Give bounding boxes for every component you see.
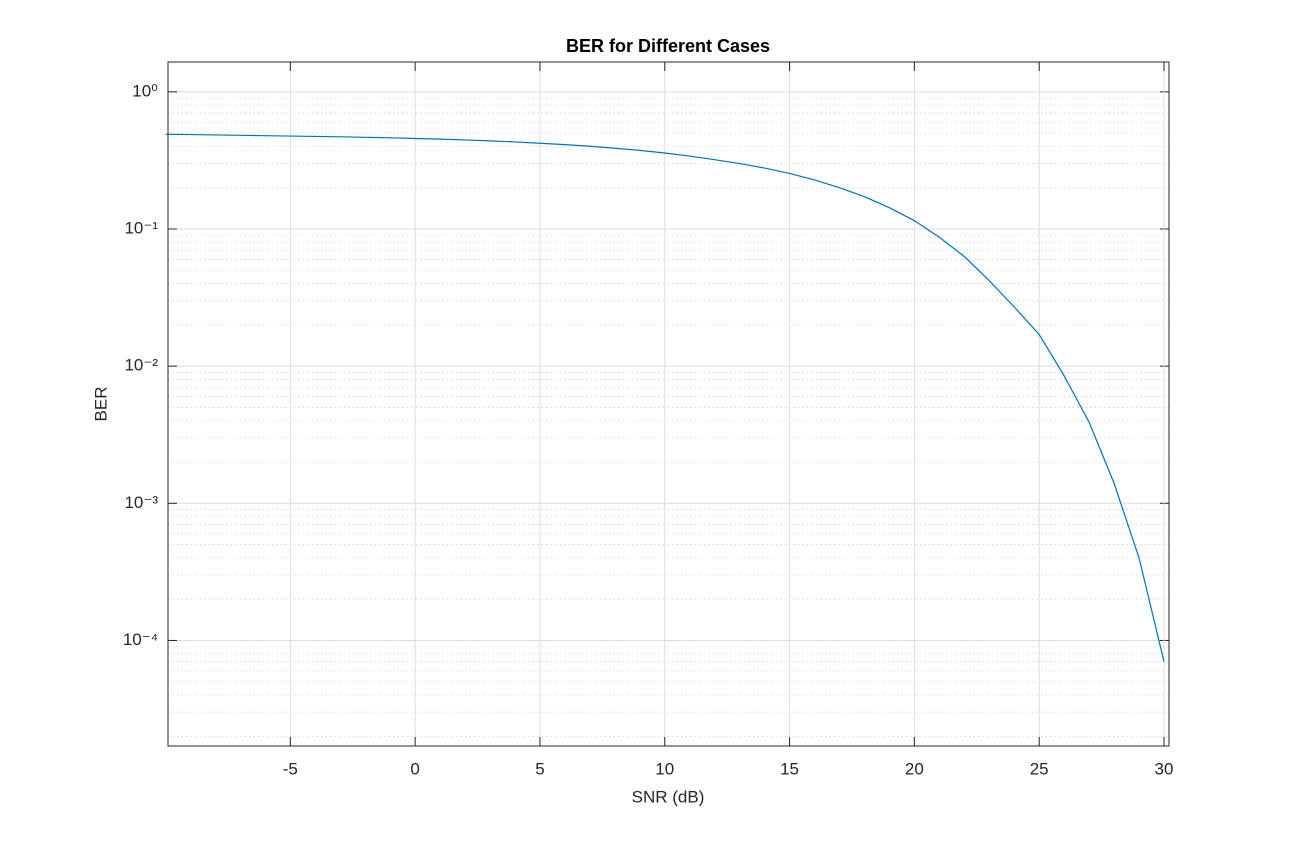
y-tick-label: 10⁰ — [132, 81, 158, 100]
x-tick-label: 0 — [410, 759, 419, 778]
x-tick-label: 30 — [1155, 759, 1174, 778]
y-tick-label: 10⁻³ — [124, 493, 158, 512]
x-tick-label: 5 — [535, 759, 544, 778]
y-axis-label: BER — [91, 387, 110, 422]
data-line — [165, 133, 1165, 662]
x-axis-label: SNR (dB) — [632, 787, 705, 806]
axes-box — [167, 61, 1170, 747]
x-tick-label: 20 — [905, 759, 924, 778]
y-tick-label: 10⁻¹ — [124, 218, 158, 237]
x-tick-label: -5 — [283, 759, 298, 778]
x-tick-label: 10 — [655, 759, 674, 778]
y-tick-label: 10⁻⁴ — [123, 630, 158, 649]
y-tick-label: 10⁻² — [124, 356, 158, 375]
chart-title: BER for Different Cases — [566, 36, 770, 56]
x-tick-label: 25 — [1030, 759, 1049, 778]
x-tick-label: 15 — [780, 759, 799, 778]
